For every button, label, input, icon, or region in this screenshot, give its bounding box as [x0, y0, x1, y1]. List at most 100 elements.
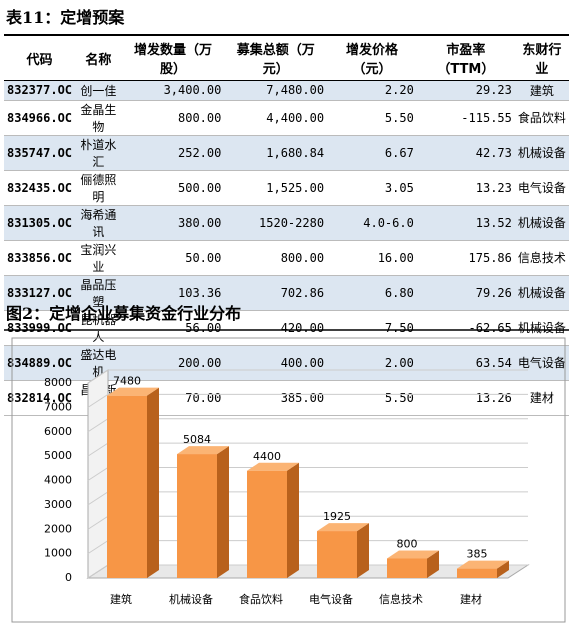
- cell: 42.73: [416, 135, 515, 171]
- cell: 175.86: [416, 240, 515, 276]
- x-tick-label: 建筑: [110, 592, 132, 606]
- cell: 13.52: [416, 205, 515, 241]
- figure-title: 图2：定增企业募集资金行业分布: [6, 304, 242, 323]
- cell: 5.50: [327, 100, 417, 136]
- header-cell: 增发数量（万股）: [121, 34, 225, 81]
- bar: [107, 395, 147, 578]
- cell: 103.36: [121, 275, 225, 311]
- cell: 200.00: [121, 345, 225, 381]
- row: 832377.OC 创一佳 3,400.00 7,480.00 2.20 29.23 建筑: [4, 80, 569, 101]
- cell: 2.20: [327, 80, 417, 101]
- cell: 晶品压塑: [75, 275, 122, 311]
- x-tick-label: 食品饮料: [239, 592, 283, 606]
- bar-side: [147, 387, 159, 578]
- cell: 832377.OC: [4, 80, 76, 101]
- header-cell: 代码: [4, 34, 76, 81]
- data-label: 800: [397, 538, 418, 551]
- row: 834889.OC 盛达电机 200.00 400.00 2.00 63.54 电气设备: [4, 345, 569, 381]
- cell: 朴道水汇: [75, 135, 122, 171]
- cell: 29.23: [416, 80, 515, 101]
- x-tick-label: 信息技术: [379, 592, 423, 606]
- header-cell: 名称: [75, 34, 122, 81]
- cell: 6.67: [327, 135, 417, 171]
- cell: 电气设备: [514, 345, 569, 381]
- cell: 昌耀新材: [75, 380, 122, 416]
- cell: 信息技术: [514, 240, 569, 276]
- cell: 创一佳: [75, 80, 122, 101]
- cell: -62.65: [416, 310, 515, 346]
- cell: 海希通讯: [75, 205, 122, 241]
- header-cell: 东财行业: [514, 34, 569, 81]
- x-tick-label: 建材: [460, 592, 482, 606]
- bar: [247, 470, 287, 578]
- cell: 7,480.00: [224, 80, 328, 101]
- cell: 800.00: [121, 100, 225, 136]
- cell: 机械设备: [514, 135, 569, 171]
- bar-top: [387, 550, 439, 559]
- cell: 机械设备: [514, 205, 569, 241]
- cell: 833856.OC: [4, 240, 76, 276]
- cell: 俪德照明: [75, 170, 122, 206]
- header-cell: 市盈率（TTM）: [416, 34, 515, 81]
- cell: -115.55: [416, 100, 515, 136]
- cell: 建筑: [514, 80, 569, 101]
- y-tick-label: 2000: [44, 522, 72, 535]
- row: 832814.OC 昌耀新材 70.00 385.00 5.50 13.26 建材: [4, 380, 569, 416]
- cell: 800.00: [224, 240, 328, 276]
- cell: 702.86: [224, 275, 328, 311]
- cell: 7.50: [327, 310, 417, 346]
- header-cell: 增发价格（元）: [327, 34, 417, 81]
- header-cell: 募集总额（万元）: [224, 34, 328, 81]
- bar: [317, 531, 357, 578]
- cell: 1,680.84: [224, 135, 328, 171]
- cell: 机械设备: [514, 275, 569, 311]
- cell: 2.00: [327, 345, 417, 381]
- cell: 13.26: [416, 380, 515, 416]
- cell: 835747.OC: [4, 135, 76, 171]
- grid-line: [87, 442, 528, 457]
- row: 833856.OC 宝润兴业 50.00 800.00 16.00 175.86 信息技术: [4, 240, 569, 276]
- bar-top: [457, 560, 509, 569]
- cell: 食品饮料: [514, 100, 569, 136]
- row: 833127.OC 晶品压塑 103.36 702.86 6.80 79.26 机械设备: [4, 275, 569, 311]
- y-tick-label: 6000: [44, 425, 72, 438]
- cell: 832435.OC: [4, 170, 76, 206]
- bar-side: [497, 560, 509, 578]
- cell: 金晶生物: [75, 100, 122, 136]
- cell: 宝润兴业: [75, 240, 122, 276]
- row: 831305.OC 海希通讯 380.00 1520-2280 4.0-6.0 13.52…: [4, 205, 569, 241]
- cell: 400.00: [224, 345, 328, 381]
- cell: 500.00: [121, 170, 225, 206]
- cell: 380.00: [121, 205, 225, 241]
- x-tick-label: 机械设备: [169, 592, 213, 606]
- cell: 1,525.00: [224, 170, 328, 206]
- cell: 6.80: [327, 275, 417, 311]
- cell: 833127.OC: [4, 275, 76, 311]
- y-tick-label: 1000: [44, 547, 72, 560]
- y-tick-label: 4000: [44, 474, 72, 487]
- cell: 5.50: [327, 380, 417, 416]
- cell: 电气设备: [514, 170, 569, 206]
- bar-side: [217, 446, 229, 578]
- cell: 3,400.00: [121, 80, 225, 101]
- data-label: 5084: [183, 433, 211, 446]
- cell: 252.00: [121, 135, 225, 171]
- cell: 834889.OC: [4, 345, 76, 381]
- grid-line: [87, 564, 528, 579]
- y-tick-label: 5000: [44, 449, 72, 462]
- cell: 机械设备: [514, 310, 569, 346]
- data-label: 4400: [253, 450, 281, 463]
- cell: 3.05: [327, 170, 417, 206]
- cell: 1520-2280: [224, 205, 328, 241]
- y-tick-label: 3000: [44, 498, 72, 511]
- cell: 4,400.00: [224, 100, 328, 136]
- grid-line: [87, 467, 528, 481]
- grid-line: [87, 540, 528, 555]
- row: 835747.OC 朴道水汇 252.00 1,680.84 6.67 42.73 机械设备: [4, 135, 569, 171]
- grid-line: [87, 515, 528, 530]
- grid-line: [87, 491, 528, 506]
- bar-top: [177, 446, 229, 455]
- cell: 834966.OC: [4, 100, 76, 136]
- cell: 832814.OC: [4, 380, 76, 416]
